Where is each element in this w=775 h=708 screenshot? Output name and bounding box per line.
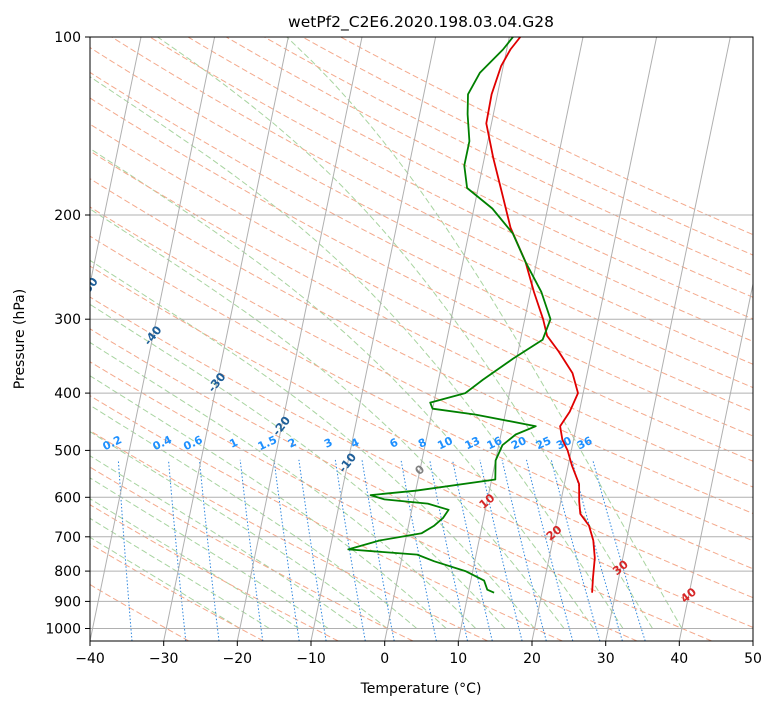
- isotherm-line: [310, 37, 437, 641]
- y-axis-label: Pressure (hPa): [12, 289, 28, 389]
- isobars: [90, 37, 753, 629]
- mixing-ratio-line: [361, 459, 395, 641]
- mixing-ratio-lines: [117, 459, 646, 641]
- moist-adiabat-line: [90, 517, 270, 629]
- x-tick-label: 10: [449, 651, 467, 667]
- mixing-ratio-line: [117, 459, 133, 641]
- moist-adiabat-line: [286, 37, 683, 629]
- x-tick-label: 40: [670, 651, 688, 667]
- y-axis: 100 200 300 400 500 600 700 800 900 1000: [45, 30, 90, 638]
- dry-adiabat-line: [90, 466, 414, 641]
- moist-adiabat-line: [90, 76, 624, 629]
- dry-adiabat-line: [90, 504, 339, 641]
- dry-adiabat-line: [264, 37, 753, 277]
- mixing-ratio-line: [298, 459, 327, 641]
- dry-adiabat-label: -50: [77, 274, 101, 299]
- dry-adiabat-line: [90, 150, 753, 488]
- moist-adiabat-line: [90, 341, 477, 629]
- moist-adiabat-line: [90, 404, 418, 629]
- dry-adiabat-line: [111, 37, 753, 365]
- y-tick-label: 1000: [45, 622, 81, 638]
- dry-adiabat-line: [90, 71, 753, 413]
- dry-adiabat-line: [225, 37, 753, 298]
- moist-adiabat-line: [90, 147, 594, 629]
- mixing-ratio-line: [429, 459, 468, 641]
- mixing-ratio-line: [400, 459, 437, 641]
- dewpoint-series-line: [347, 37, 552, 594]
- temperature-series-line: [485, 37, 596, 593]
- y-tick-label: 200: [54, 208, 81, 224]
- isotherm-line: [457, 37, 584, 641]
- isotherm-line: [605, 37, 731, 641]
- plot-area: 0.10.20.40.611.52346810131620253036-100-…: [77, 37, 753, 641]
- y-tick-label: 500: [54, 443, 81, 459]
- chart-title: wetPf2_C2E6.2020.198.03.04.G28: [288, 13, 554, 32]
- y-tick-label: 900: [54, 594, 81, 610]
- mixing-ratio-label: 10: [435, 434, 455, 452]
- isotherm-line: [531, 37, 658, 641]
- mixing-ratio-line: [452, 459, 493, 641]
- dry-adiabat-line: [340, 37, 753, 236]
- mixing-ratio-line: [592, 459, 646, 641]
- x-axis: −40 −30 −20 −10 0 10 20 30 40 50: [75, 641, 762, 667]
- dry-adiabat-line: [149, 37, 753, 342]
- moist-adiabat-line: [90, 375, 447, 629]
- profile-series: [347, 37, 596, 594]
- isotherm-line: [236, 37, 363, 641]
- dry-adiabat-line: [90, 328, 712, 641]
- y-tick-label: 700: [54, 530, 81, 546]
- moist-adiabat-line: [90, 303, 506, 629]
- y-tick-label: 100: [54, 30, 81, 46]
- x-tick-label: −10: [296, 651, 326, 667]
- x-tick-label: 0: [380, 651, 389, 667]
- x-tick-label: −40: [75, 651, 105, 667]
- mixing-ratio-label: 25: [534, 434, 553, 452]
- x-tick-label: 50: [744, 651, 762, 667]
- mixing-ratio-label: 20: [509, 434, 529, 452]
- dry-adiabat-line: [90, 235, 753, 570]
- dry-adiabat-line: [90, 296, 753, 628]
- dry-adiabat-line: [90, 265, 753, 599]
- mixing-ratio-line: [273, 459, 300, 641]
- isotherm-line: [90, 37, 142, 287]
- mixing-ratio-label: 16: [485, 434, 505, 452]
- moist-adiabat-line: [90, 431, 388, 629]
- y-tick-label: 400: [54, 386, 81, 402]
- moist-adiabat-line: [90, 498, 300, 629]
- mixing-ratio-line: [168, 459, 187, 641]
- moist-adiabat-line: [90, 477, 329, 629]
- mixing-ratio-line: [479, 459, 523, 641]
- y-tick-label: 300: [54, 312, 81, 328]
- x-axis-label: Temperature (°C): [360, 681, 482, 697]
- x-tick-label: −20: [223, 651, 253, 667]
- x-tick-label: −30: [149, 651, 179, 667]
- x-tick-label: 30: [597, 651, 615, 667]
- isotherm-line: [90, 37, 216, 641]
- line-labels: 0.10.20.40.611.52346810131620253036-100-…: [77, 274, 699, 605]
- y-tick-label: 800: [54, 564, 81, 580]
- mixing-ratio-label: 13: [463, 434, 482, 452]
- moist-adiabat-line: [90, 208, 565, 629]
- mixing-ratio-label: 36: [575, 434, 595, 452]
- y-tick-label: 600: [54, 490, 81, 506]
- dry-adiabat-line: [90, 97, 753, 437]
- x-tick-label: 20: [523, 651, 541, 667]
- mixing-ratio-line: [239, 459, 264, 641]
- isotherm-line: [163, 37, 289, 641]
- moist-adiabat-line: [157, 37, 653, 629]
- moist-adiabat-line: [90, 259, 535, 629]
- moist-adiabat-line: [90, 536, 241, 629]
- isotherm-line: [678, 281, 753, 641]
- plot-frame: [89, 36, 754, 642]
- mixing-ratio-line: [198, 459, 220, 641]
- dry-adiabat-line: [90, 123, 753, 462]
